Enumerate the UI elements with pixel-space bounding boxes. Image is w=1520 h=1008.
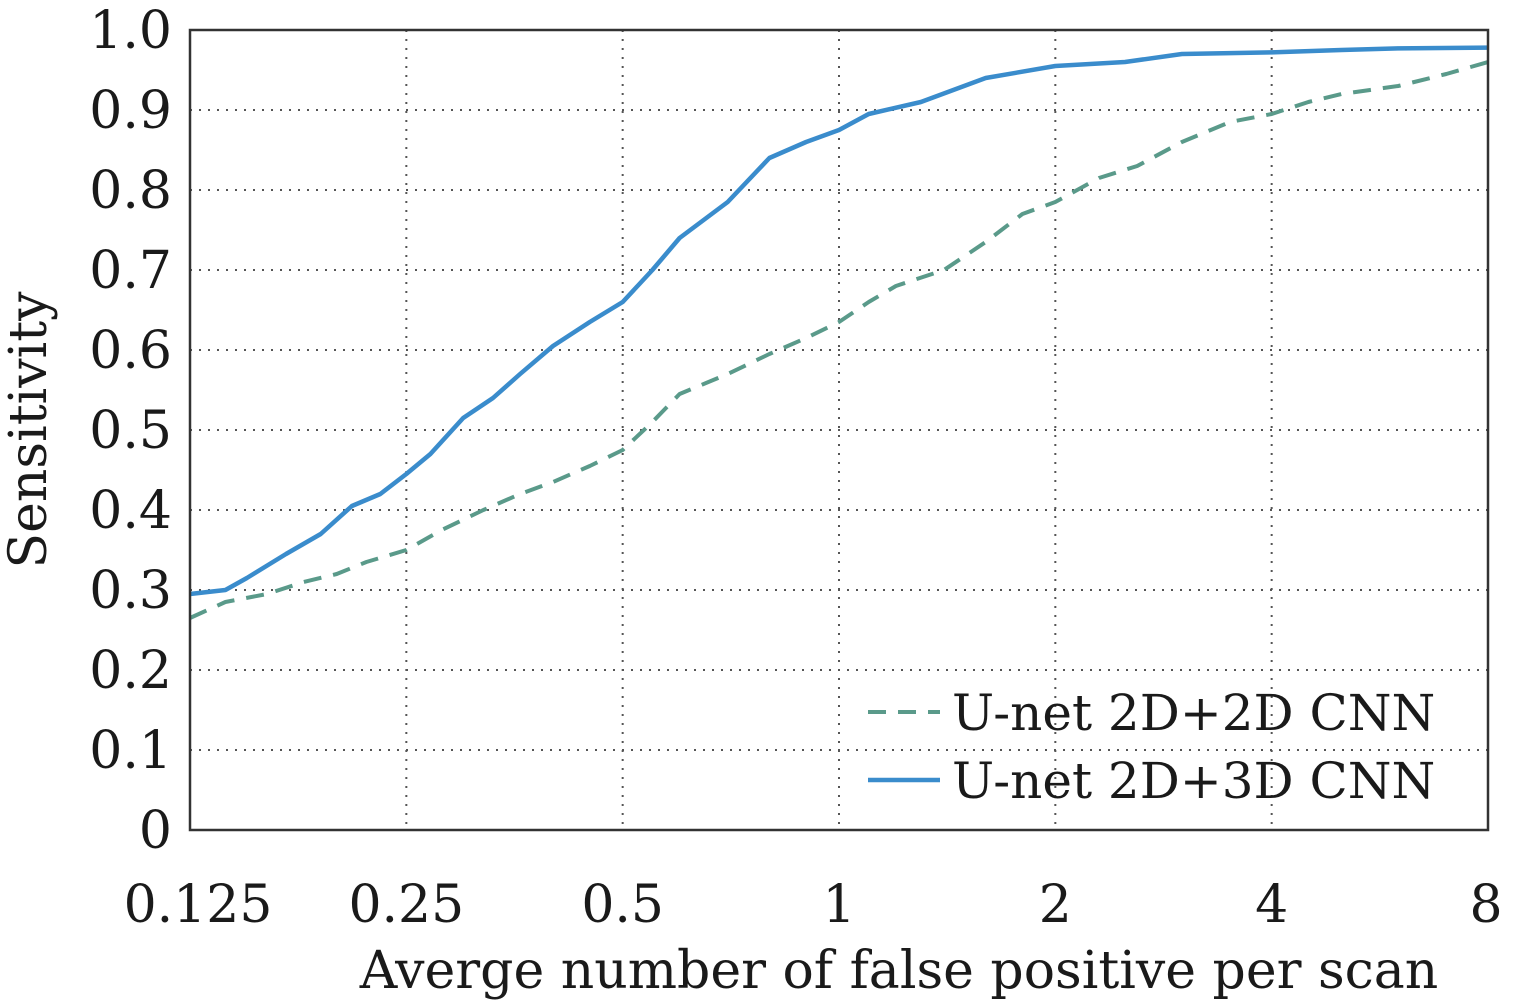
legend-label-unet-2d-3d: U-net 2D+3D CNN [952,752,1435,810]
x-tick-label: 8 [1469,875,1502,935]
y-tick-label: 0.5 [89,401,172,461]
legend-label-unet-2d-2d: U-net 2D+2D CNN [952,684,1435,742]
x-axis-title: Averge number of false positive per scan [359,941,1439,1001]
y-tick-label: 0.7 [89,241,172,301]
x-tick-labels: 0.125 0.25 0.5 1 2 4 8 [124,875,1503,935]
y-tick-label: 0.3 [89,561,172,621]
plot-frame [188,28,1490,832]
legend: U-net 2D+2D CNN U-net 2D+3D CNN [868,684,1435,810]
y-axis-title: Sensitivity [0,291,59,569]
y-tick-label: 0.1 [89,721,172,781]
series-line-unet-2d-2d [189,60,1489,620]
y-tick-label: 0.6 [89,321,172,381]
x-tick-label: 1 [822,875,855,935]
y-tick-label: 0 [139,801,172,861]
y-tick-labels: 0 0.1 0.2 0.3 0.4 0.5 0.6 0.7 0.8 0.9 1.0 [89,1,172,861]
y-tick-label: 1.0 [89,1,172,61]
series-line-unet-2d-3d [189,45,1489,597]
x-tick-label: 0.5 [581,875,664,935]
y-tick-label: 0.8 [89,161,172,221]
x-tick-label: 0.125 [124,875,273,935]
y-tick-label: 0.9 [89,81,172,141]
x-tick-label: 2 [1039,875,1072,935]
y-tick-label: 0.4 [89,481,172,541]
y-tick-label: 0.2 [89,641,172,701]
x-tick-label: 0.25 [348,875,464,935]
x-tick-label: 4 [1255,875,1288,935]
series-layer [189,45,1489,620]
grid [190,30,1488,830]
